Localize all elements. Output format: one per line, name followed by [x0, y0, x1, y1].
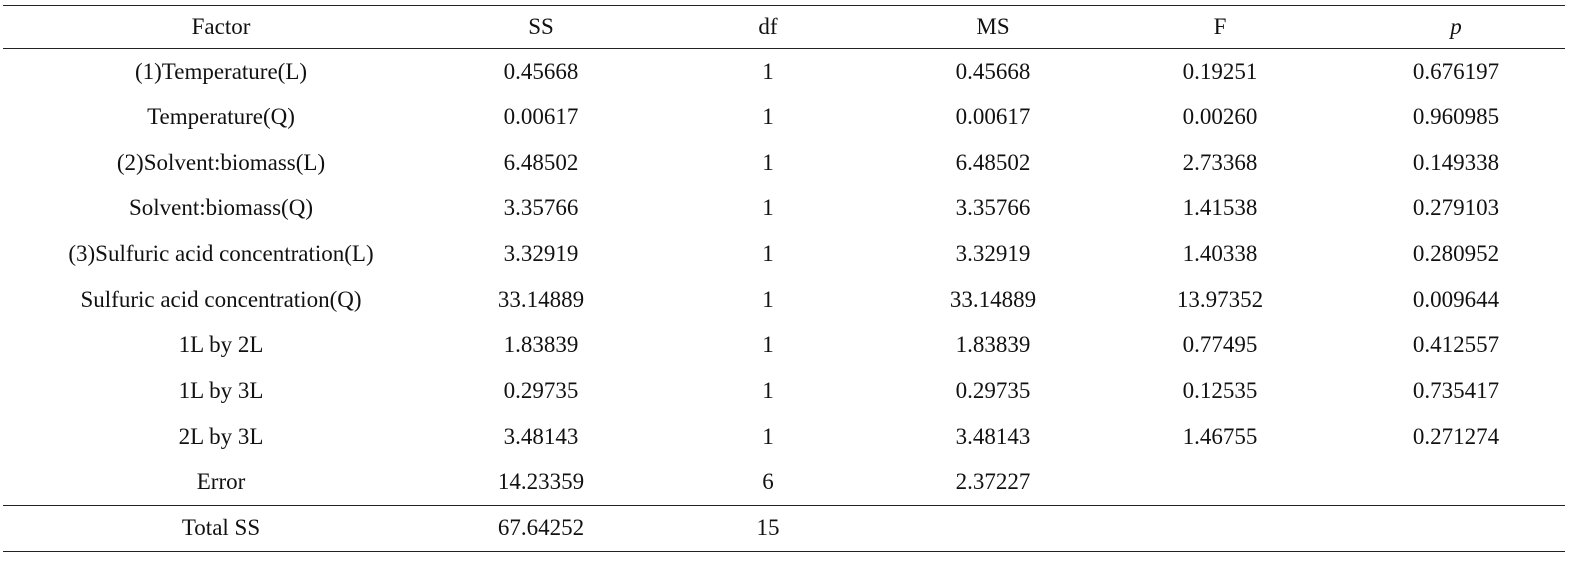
cell: 0.009644	[1412, 286, 1500, 312]
row: (2)Solvent:biomass(L) 6.48502 1 6.48502 2.73…	[3, 140, 1565, 186]
row: 2L by 3L 3.48143 1 3.48143 1.46755 0.271274	[3, 414, 1565, 460]
cell	[1093, 505, 1347, 551]
cell: 1	[762, 58, 774, 84]
cell	[1347, 460, 1565, 506]
cell: 3.48143	[955, 423, 1031, 449]
cell: 2.37227	[955, 469, 1031, 495]
row: Error 14.23359 6 2.37227	[3, 460, 1565, 506]
cell: (3)Sulfuric acid concentration(L)	[68, 241, 374, 267]
cell: 0.45668	[503, 58, 579, 84]
cell: 0.29735	[955, 378, 1031, 404]
cell	[893, 505, 1093, 551]
cell: 0.19251	[1182, 58, 1258, 84]
cell: 1	[762, 241, 774, 267]
cell: (2)Solvent:biomass(L)	[116, 149, 326, 175]
cell	[1347, 505, 1565, 551]
cell: 0.00617	[955, 104, 1031, 130]
cell: 0.960985	[1412, 104, 1500, 130]
cell: 0.00617	[503, 104, 579, 130]
cell	[1093, 460, 1347, 506]
cell: 0.77495	[1182, 332, 1258, 358]
cell: 15	[756, 515, 780, 541]
cell: 0.45668	[955, 58, 1031, 84]
cell: 1.41538	[1182, 195, 1258, 221]
cell: 67.64252	[497, 515, 585, 541]
row: (1)Temperature(L) 0.45668 1 0.45668 0.19251 0…	[3, 49, 1565, 95]
row: 1L by 3L 0.29735 1 0.29735 0.12535 0.735417	[3, 368, 1565, 414]
cell: 6.48502	[955, 149, 1031, 175]
cell: 1	[762, 286, 774, 312]
cell: 3.35766	[955, 195, 1031, 221]
cell: 0.676197	[1412, 58, 1500, 84]
row: Temperature(Q) 0.00617 1 0.00617 0.00260 0.96…	[3, 94, 1565, 140]
cell: 3.32919	[955, 241, 1031, 267]
total-row: Total SS 67.64252 15	[3, 505, 1565, 552]
cell: 13.97352	[1176, 286, 1264, 312]
row: 1L by 2L 1.83839 1 1.83839 0.77495 0.412557	[3, 323, 1565, 369]
cell: 6	[762, 469, 774, 495]
header-cell: df	[758, 14, 778, 39]
cell: 1	[762, 195, 774, 221]
header-cell: SS	[528, 14, 554, 39]
cell: 3.35766	[503, 195, 579, 221]
table-body: (1)Temperature(L) 0.45668 1 0.45668 0.19251 0…	[3, 49, 1565, 506]
cell: 0.735417	[1412, 378, 1500, 404]
row: (3)Sulfuric acid concentration(L) 3.32919…	[3, 231, 1565, 277]
table-footer: Total SS 67.64252 15	[3, 505, 1565, 552]
cell: 3.32919	[503, 241, 579, 267]
row: Solvent:biomass(Q) 3.35766 1 3.35766 1.41538…	[3, 186, 1565, 232]
header-cell: MS	[976, 14, 1010, 39]
cell: Error	[196, 469, 246, 495]
cell: 1L by 2L	[178, 332, 264, 358]
cell: Temperature(Q)	[147, 104, 295, 130]
cell: 0.412557	[1412, 332, 1500, 358]
cell: Sulfuric acid concentration(Q)	[80, 286, 362, 312]
cell: 1.46755	[1182, 423, 1258, 449]
header-cell: Factor	[191, 14, 251, 39]
row: Sulfuric acid concentration(Q) 33.14889 1 3…	[3, 277, 1565, 323]
cell: 0.00260	[1182, 104, 1258, 130]
cell: 1.83839	[955, 332, 1031, 358]
cell: 3.48143	[503, 423, 579, 449]
cell: 0.12535	[1182, 378, 1258, 404]
cell: Solvent:biomass(Q)	[129, 195, 313, 221]
cell: 1	[762, 149, 774, 175]
cell: 1	[762, 104, 774, 130]
cell: Total SS	[181, 515, 261, 541]
cell: 1L by 3L	[178, 378, 264, 404]
cell: 1	[762, 332, 774, 358]
cell: 0.280952	[1412, 241, 1500, 267]
cell: 33.14889	[497, 286, 585, 312]
cell: 2L by 3L	[178, 423, 264, 449]
cell: 0.279103	[1412, 195, 1500, 221]
cell: 0.149338	[1412, 149, 1500, 175]
cell: 2.73368	[1182, 149, 1258, 175]
header-cell: p	[1450, 14, 1462, 39]
cell: 0.29735	[503, 378, 579, 404]
cell: 1.40338	[1182, 241, 1258, 267]
cell: 1	[762, 423, 774, 449]
header-cell: F	[1213, 14, 1227, 39]
cell: 1	[762, 378, 774, 404]
cell: (1)Temperature(L)	[134, 58, 308, 84]
cell: 6.48502	[503, 149, 579, 175]
cell: 14.23359	[497, 469, 585, 495]
cell: 1.83839	[503, 332, 579, 358]
cell: 0.271274	[1412, 423, 1500, 449]
cell: 33.14889	[949, 286, 1037, 312]
